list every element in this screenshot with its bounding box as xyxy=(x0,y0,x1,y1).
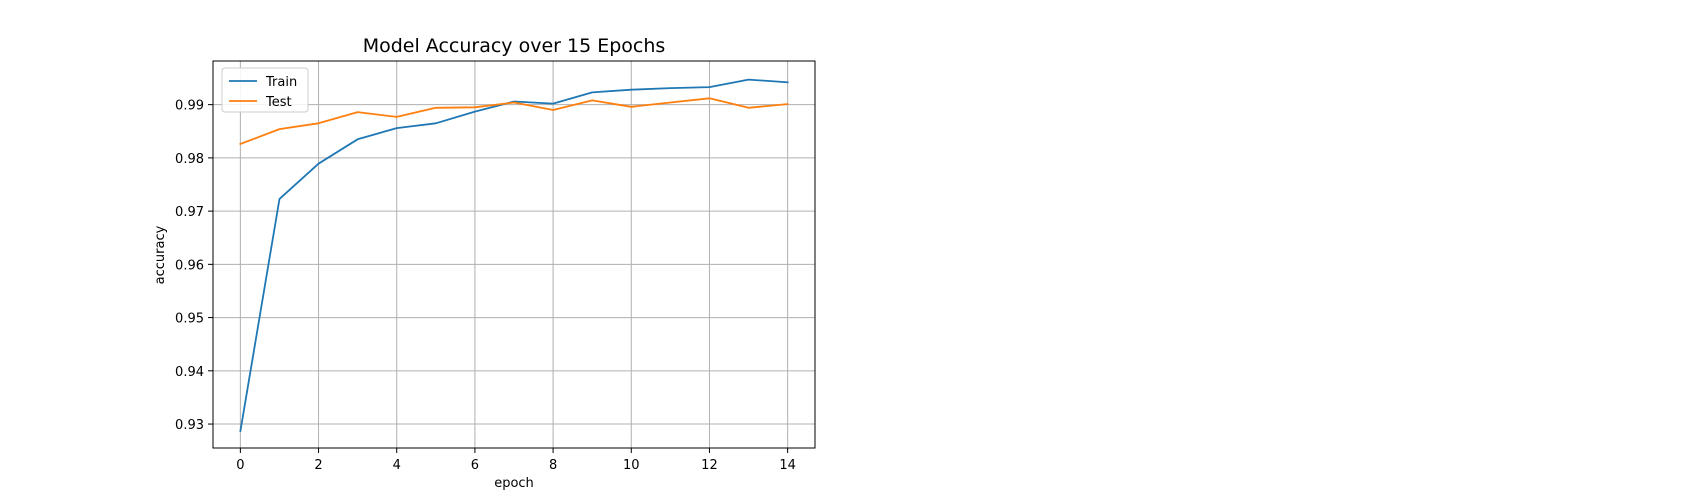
x-tick-label: 8 xyxy=(549,458,557,473)
plot-area xyxy=(213,61,815,448)
plot-frame xyxy=(212,60,816,449)
x-tick-label: 2 xyxy=(314,458,322,473)
x-tick-label: 6 xyxy=(471,458,479,473)
legend-label-train: Train xyxy=(265,75,297,90)
y-axis-label: accuracy xyxy=(153,225,168,284)
y-tick-label: 0.93 xyxy=(175,418,204,433)
chart-title: Model Accuracy over 15 Epochs xyxy=(363,35,666,57)
legend: Train Test xyxy=(221,67,309,113)
series-line-train xyxy=(239,78,789,433)
legend-label-test: Test xyxy=(265,95,292,110)
x-tick-label: 14 xyxy=(779,458,796,473)
grid xyxy=(213,61,815,448)
y-tick-label: 0.98 xyxy=(175,152,204,167)
x-tick-label: 10 xyxy=(623,458,640,473)
y-tick-label: 0.95 xyxy=(175,312,204,327)
y-tick-label: 0.97 xyxy=(175,205,204,220)
x-axis-label: epoch xyxy=(494,476,534,491)
y-tick-label: 0.94 xyxy=(175,365,204,380)
x-tick-label: 4 xyxy=(393,458,401,473)
x-tick-label: 12 xyxy=(701,458,718,473)
y-tick-label: 0.99 xyxy=(175,99,204,114)
ticks: 0 2 4 6 8 10 12 14 0.93 0.94 0.95 0.96 0.97 0.98 0.99 xyxy=(175,99,796,473)
y-tick-label: 0.96 xyxy=(175,258,204,273)
series-lines xyxy=(239,78,789,433)
x-tick-label: 0 xyxy=(236,458,244,473)
series-line-test xyxy=(239,97,789,146)
